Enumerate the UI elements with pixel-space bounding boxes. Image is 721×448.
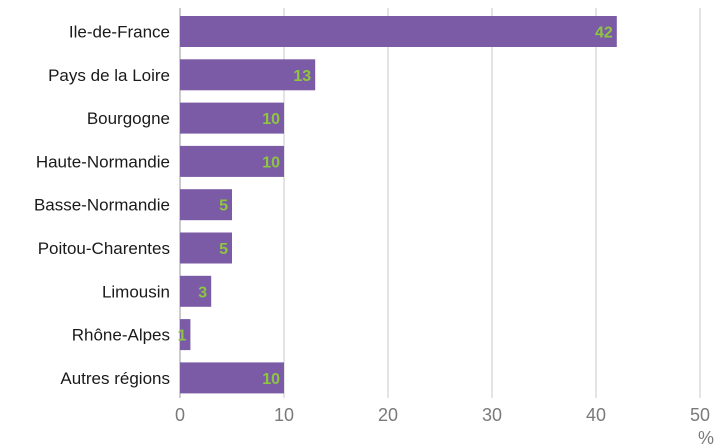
data-label: 10 (262, 371, 280, 388)
category-label: Pays de la Loire (48, 66, 170, 85)
x-tick-label: 40 (586, 405, 606, 425)
category-label: Haute-Normandie (36, 152, 170, 171)
x-tick-label: 50 (690, 405, 710, 425)
category-label: Poitou-Charentes (38, 239, 170, 258)
x-tick-label: 10 (274, 405, 294, 425)
bar (180, 16, 617, 47)
x-tick-label: 20 (378, 405, 398, 425)
bars (180, 16, 617, 394)
data-labels: 42 13 10 10 5 5 3 1 10 (177, 25, 612, 388)
data-label: 13 (293, 68, 311, 85)
bar (180, 319, 191, 351)
data-label: 1 (177, 328, 186, 345)
x-axis-unit: % (698, 428, 714, 448)
bar (180, 232, 232, 264)
data-label: 10 (262, 111, 280, 128)
bar (180, 102, 284, 134)
category-labels: Ile-de-France Pays de la Loire Bourgogne Ha… (34, 23, 170, 388)
x-axis-ticks: 0 10 20 30 40 50 (175, 405, 710, 425)
category-label: Autres régions (60, 369, 170, 388)
data-label: 5 (219, 198, 228, 215)
category-label: Ile-de-France (69, 23, 170, 42)
x-tick-label: 0 (175, 405, 185, 425)
bar (180, 59, 316, 91)
data-label: 42 (595, 25, 613, 42)
data-label: 5 (219, 241, 228, 258)
category-label: Limousin (102, 282, 170, 301)
category-label: Bourgogne (87, 109, 170, 128)
bar (180, 362, 284, 394)
data-label: 3 (198, 284, 207, 301)
bar (180, 275, 212, 307)
bar (180, 145, 284, 177)
bar (180, 189, 232, 221)
category-label: Basse-Normandie (34, 196, 170, 215)
x-tick-label: 30 (482, 405, 502, 425)
data-label: 10 (262, 154, 280, 171)
category-label: Rhône-Alpes (72, 326, 170, 345)
